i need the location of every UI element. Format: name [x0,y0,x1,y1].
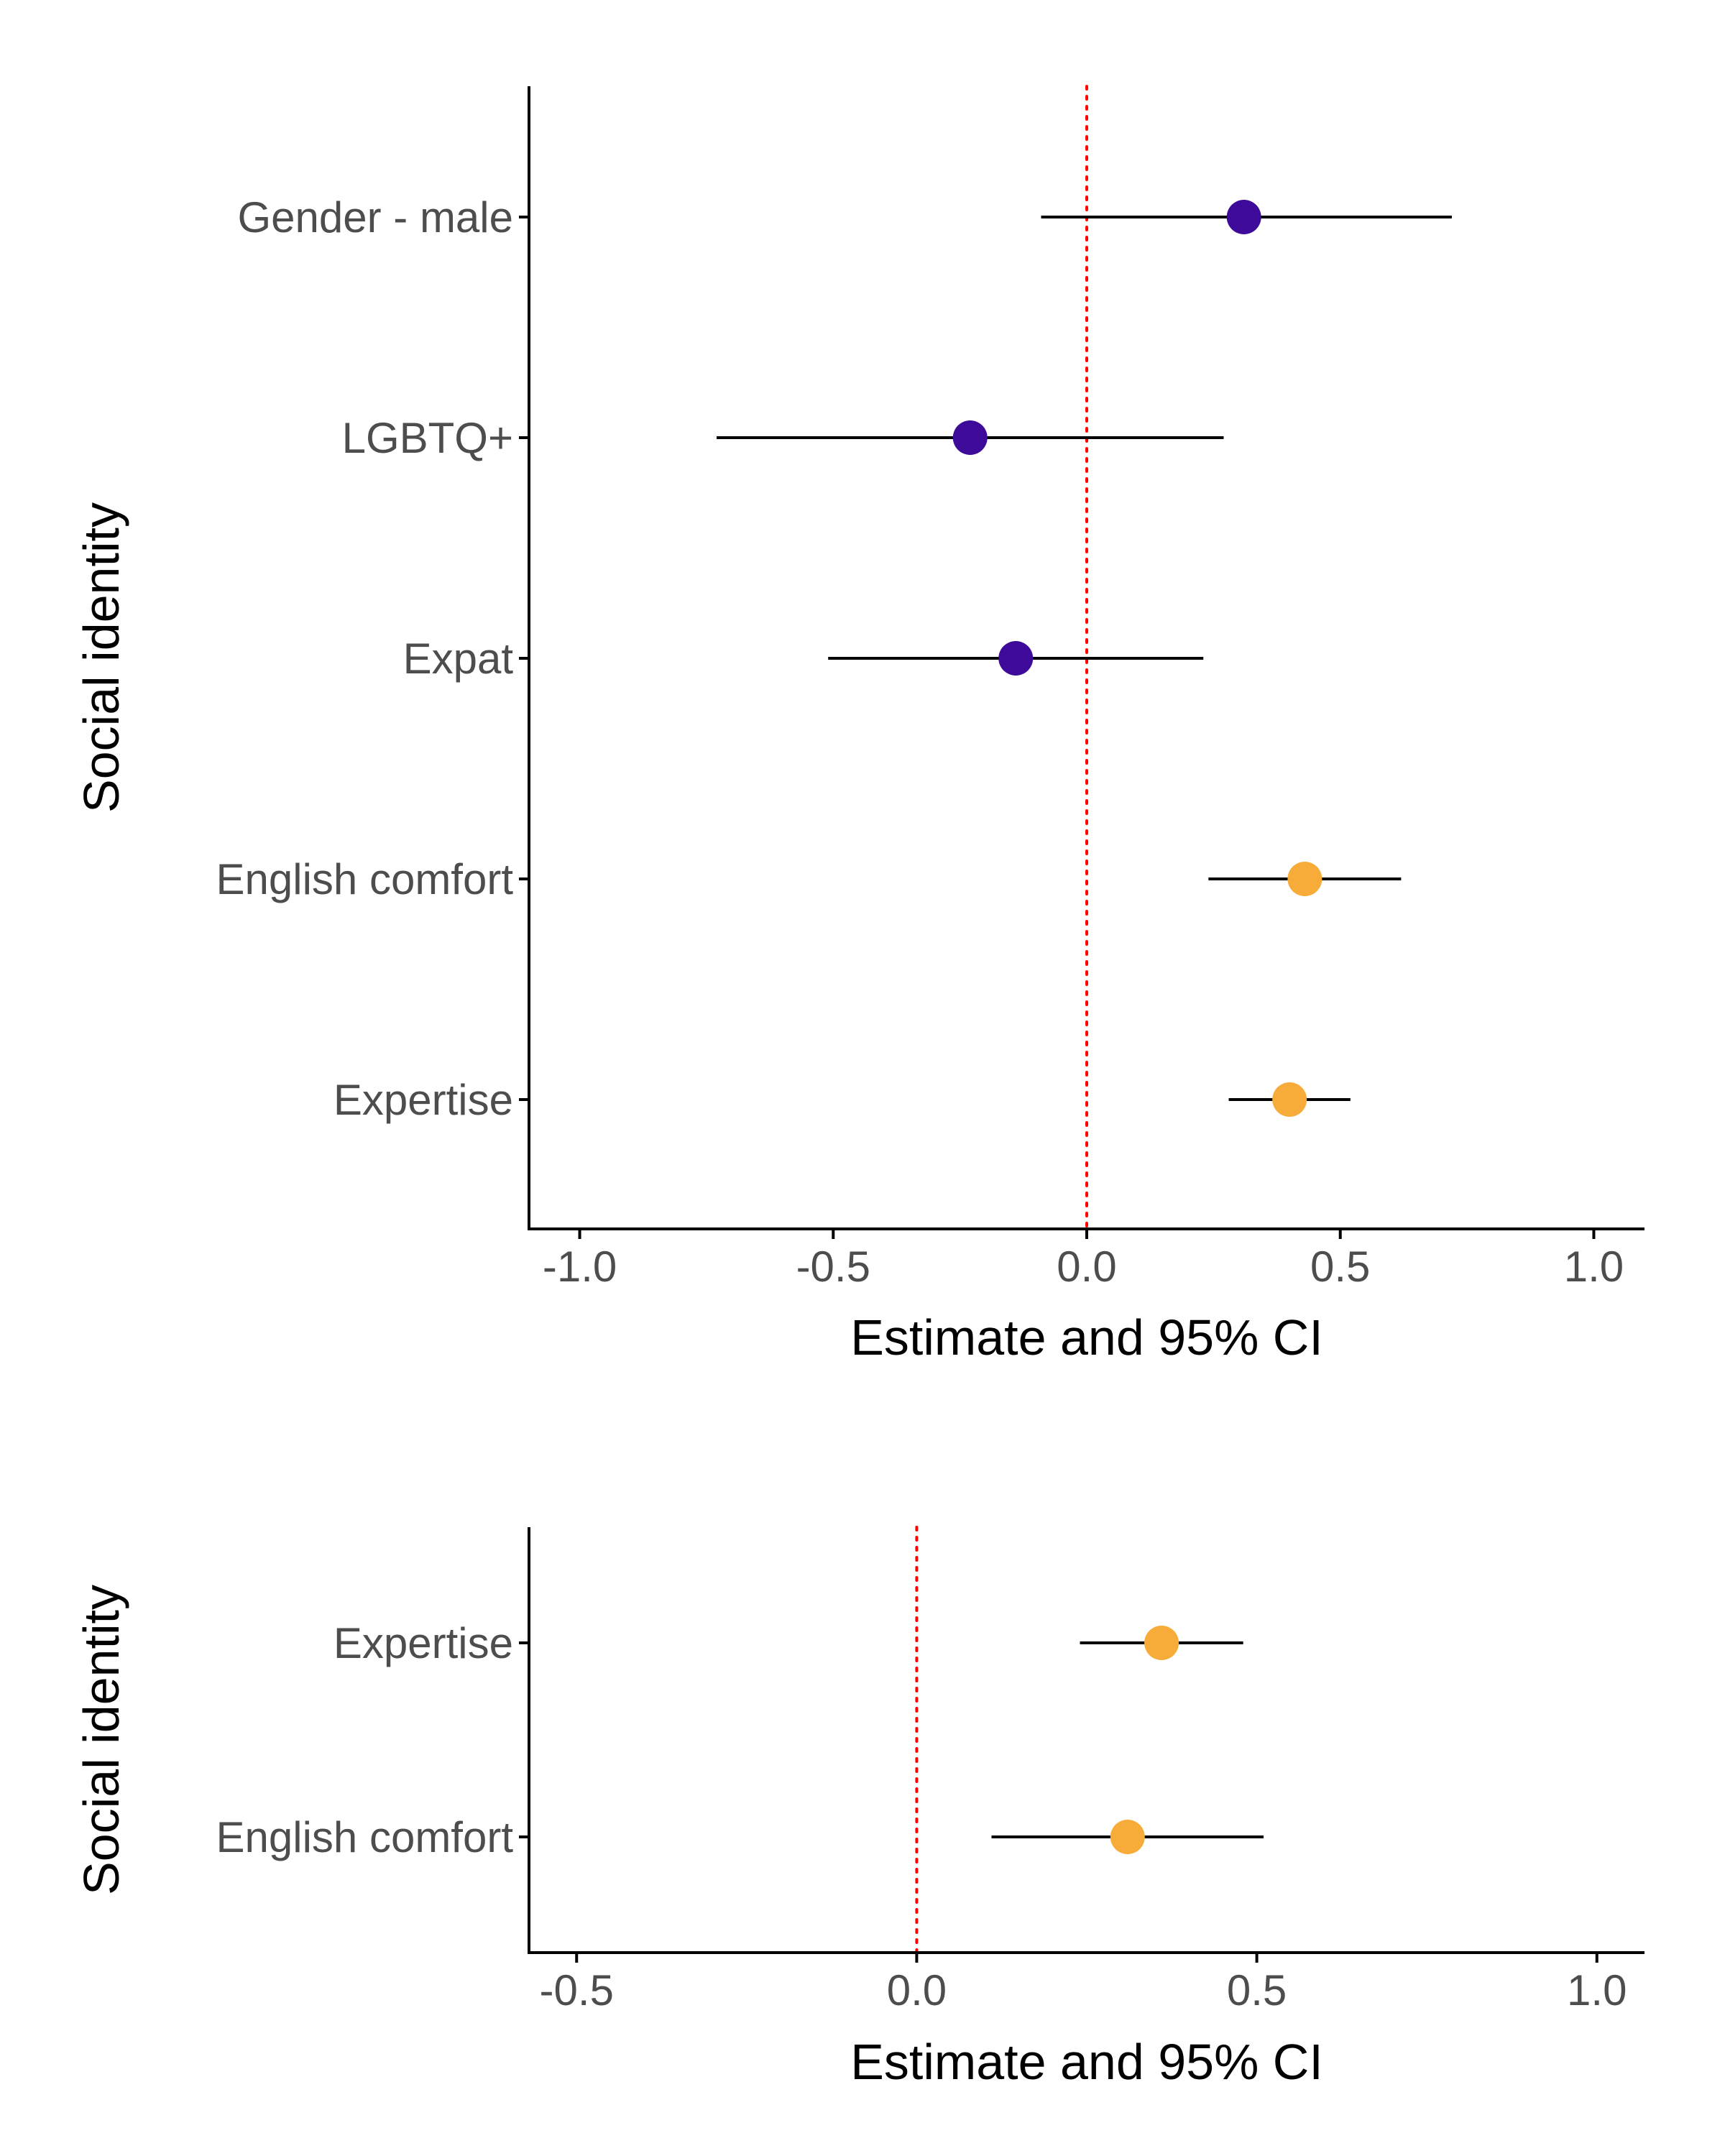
x-tick-label: -0.5 [796,1243,870,1291]
y-tick-label: Gender - male [238,193,514,241]
estimate-point [1110,1820,1145,1854]
y-tick-label: LGBTQ+ [342,414,513,462]
x-tick-label: 1.0 [1564,1243,1624,1291]
x-tick-label: 0.5 [1227,1966,1287,2014]
y-tick-label: Expertise [334,1619,513,1667]
y-axis-title: Social identity [73,1585,129,1895]
x-tick-label: 0.0 [887,1966,947,2014]
x-tick-label: 0.0 [1057,1243,1116,1291]
x-tick-label: -0.5 [540,1966,614,2014]
x-tick-label: -1.0 [543,1243,617,1291]
y-axis-title: Social identity [73,502,129,813]
estimate-point [1272,1082,1307,1117]
y-tick-label: English comfort [216,1813,514,1861]
x-tick-label: 0.5 [1310,1243,1370,1291]
estimate-point [998,641,1034,676]
forest-plot-bottom: -0.5 0.0 0.5 1.0 Expertise English comfort Est… [73,1526,1644,2090]
y-tick-label: Expat [403,635,514,683]
forest-plot-top: -1.0 -0.5 0.0 0.5 1.0 Gender - male LGBTQ+ Expa… [73,85,1644,1365]
y-tick-label: English comfort [216,855,514,903]
estimate-point [952,420,988,455]
estimate-point [1226,200,1261,234]
y-tick-label: Expertise [334,1076,513,1124]
x-axis-title: Estimate and 95% CI [850,1309,1323,1365]
estimate-point [1144,1626,1179,1660]
estimate-point [1287,862,1322,896]
x-axis-title: Estimate and 95% CI [850,2034,1323,2090]
x-tick-label: 1.0 [1567,1966,1627,2014]
